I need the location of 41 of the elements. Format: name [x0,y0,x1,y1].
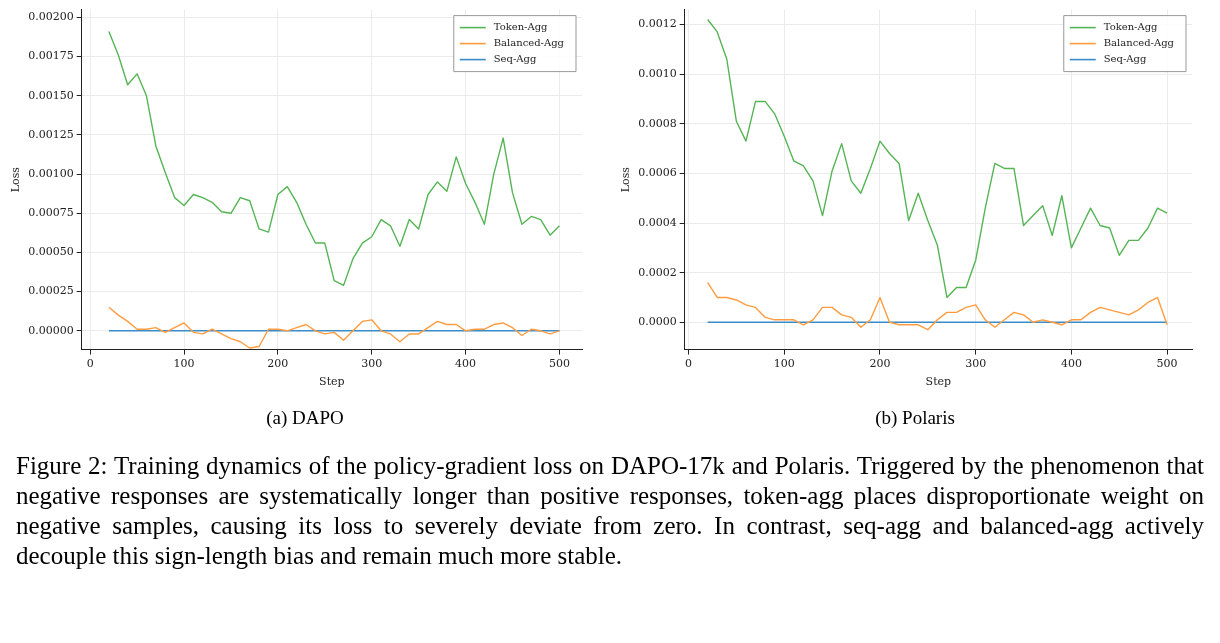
y-tick-label: 0.0012 [638,17,677,31]
x-tick-label: 100 [173,357,195,371]
x-tick-label: 0 [685,357,693,371]
legend-label: Balanced-Agg [1103,37,1175,49]
y-axis-title: Loss [9,166,23,193]
x-tick-label: 200 [267,357,289,371]
x-tick-label: 300 [965,357,987,371]
x-axis-title: Step [319,375,345,389]
text: (a) DAPO [265,407,345,429]
x-tick-label: 400 [1060,357,1082,371]
x-tick-label: 400 [455,357,477,371]
text: (b) Polaris [874,407,956,429]
legend-label: Balanced-Agg [493,37,565,49]
x-tick-label: 300 [361,357,383,371]
x-axis-title: Step [925,375,952,389]
y-tick-label: 0.00175 [28,49,74,63]
y-tick-label: 0.00125 [28,127,74,141]
x-tick-label: 500 [548,357,570,371]
y-tick-label: 0.00000 [28,323,74,337]
legend-label: Seq-Agg [493,53,537,65]
legend-label: Token-Agg [1103,21,1159,33]
y-tick-label: 0.0002 [638,265,677,279]
y-tick-label: 0.0010 [638,66,677,80]
y-tick-label: 0.00100 [28,166,74,180]
y-tick-label: 0.00075 [28,206,74,220]
y-tick-label: 0.00150 [28,88,74,102]
x-tick-label: 200 [869,357,891,371]
y-tick-label: 0.0000 [638,315,677,329]
y-tick-label: 0.0006 [638,166,677,180]
y-tick-label: 0.0008 [638,116,677,130]
y-tick-label: 0.00200 [28,10,74,24]
y-tick-label: 0.00025 [28,284,74,298]
legend-label: Token-Agg [493,21,549,33]
legend-label: Seq-Agg [1103,53,1147,65]
x-tick-label: 100 [773,357,795,371]
y-tick-label: 0.0004 [638,215,677,229]
caption: Figure 2: Training dynamics of the policy-gradient loss on DAPO-17k and Polaris. Triggered by the phenomenon that negative responses are systematically longer than positive responses, token-agg places disproportionate weight on negative samples, causing its loss to severely deviate from zero. In contrast, seq-agg and balanced-agg actively decouple this sign-length bias and remain much more stable. [16,451,1204,571]
y-tick-label: 0.00050 [28,245,74,259]
y-axis-title: Loss [619,166,633,193]
x-tick-label: 500 [1156,357,1178,371]
x-tick-label: 0 [86,357,94,371]
